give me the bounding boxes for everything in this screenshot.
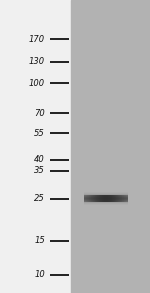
Bar — [121, 195, 122, 202]
Bar — [84, 195, 85, 202]
Bar — [91, 195, 92, 202]
Bar — [84, 197, 128, 198]
Bar — [109, 195, 110, 202]
Bar — [96, 195, 97, 202]
Bar — [84, 200, 128, 201]
Text: 10: 10 — [34, 270, 45, 279]
Bar — [85, 195, 86, 202]
Bar — [126, 195, 127, 202]
Text: 35: 35 — [34, 166, 45, 175]
Bar — [118, 195, 119, 202]
Bar — [102, 195, 103, 202]
Bar — [84, 192, 128, 193]
Bar — [90, 195, 91, 202]
Bar — [117, 195, 118, 202]
Text: 55: 55 — [34, 129, 45, 138]
Bar — [87, 195, 88, 202]
Bar — [84, 203, 128, 204]
Bar — [100, 195, 101, 202]
Bar — [92, 195, 93, 202]
Bar — [106, 195, 107, 202]
Bar — [112, 195, 113, 202]
Bar — [85, 195, 86, 202]
Bar — [124, 195, 125, 202]
Bar — [93, 195, 94, 202]
Text: 25: 25 — [34, 194, 45, 203]
Bar — [84, 194, 128, 195]
Bar — [84, 198, 128, 199]
Bar — [115, 195, 116, 202]
Bar — [84, 202, 128, 203]
Text: 40: 40 — [34, 155, 45, 164]
Bar — [103, 195, 104, 202]
Text: 170: 170 — [29, 35, 45, 44]
Bar — [84, 201, 128, 202]
Text: 130: 130 — [29, 57, 45, 66]
Bar — [116, 195, 117, 202]
Bar — [84, 199, 128, 200]
Bar — [114, 195, 115, 202]
Text: 15: 15 — [34, 236, 45, 246]
Bar — [70, 0, 150, 293]
Bar — [84, 193, 128, 194]
Bar — [0, 0, 70, 293]
Bar — [119, 195, 120, 202]
Bar — [97, 195, 98, 202]
Bar — [105, 195, 106, 202]
Bar — [94, 195, 95, 202]
Text: 100: 100 — [29, 79, 45, 88]
Text: 70: 70 — [34, 109, 45, 117]
Bar — [84, 196, 128, 197]
Bar — [84, 195, 128, 196]
Bar — [88, 195, 89, 202]
Bar — [125, 195, 126, 202]
Bar — [107, 195, 108, 202]
Bar — [120, 195, 121, 202]
Bar — [86, 195, 87, 202]
Bar — [103, 195, 104, 202]
Bar — [113, 195, 114, 202]
Bar — [111, 195, 112, 202]
Bar — [101, 195, 102, 202]
Bar — [123, 195, 124, 202]
Bar — [122, 195, 123, 202]
Bar — [95, 195, 96, 202]
Bar — [110, 195, 111, 202]
Bar — [104, 195, 105, 202]
Bar — [99, 195, 100, 202]
Bar — [89, 195, 90, 202]
Bar — [98, 195, 99, 202]
Bar — [127, 195, 128, 202]
Bar — [108, 195, 109, 202]
Bar — [84, 204, 128, 205]
